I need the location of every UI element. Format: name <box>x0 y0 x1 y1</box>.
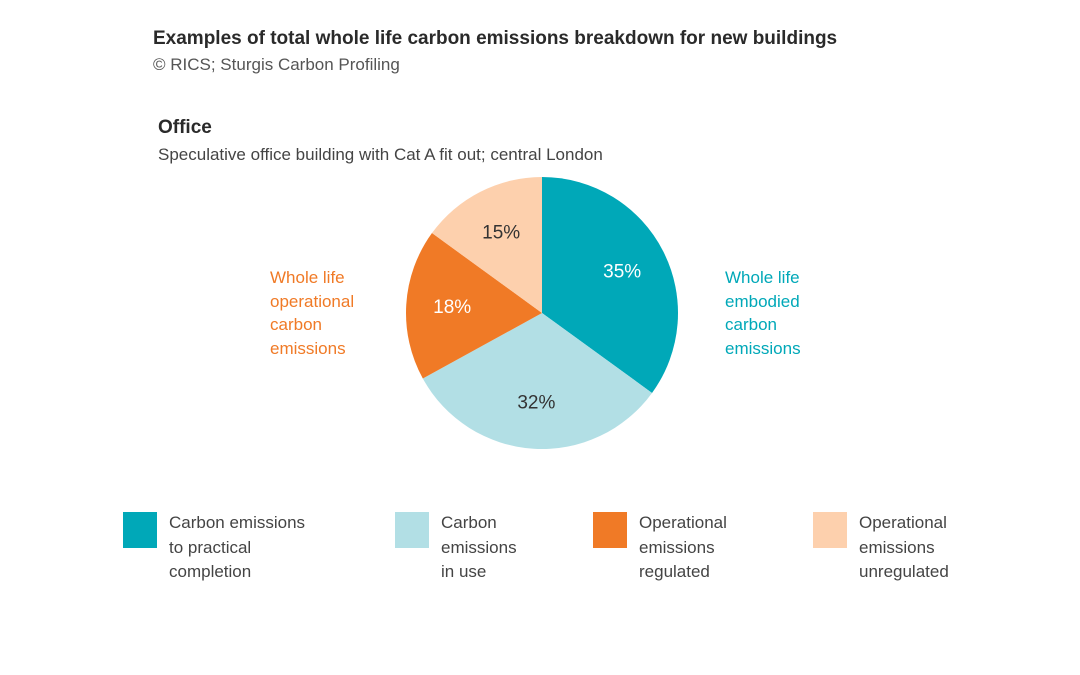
pie-slice-carbon-emissions-in-use <box>422 313 653 449</box>
pie-slice-carbon-emissions-to-practical-completion <box>542 177 678 393</box>
legend-line: regulated <box>639 562 710 581</box>
legend-line: completion <box>169 562 252 581</box>
group-label-line: operational <box>270 291 355 311</box>
legend-swatch <box>395 512 429 548</box>
legend-swatch <box>123 512 157 548</box>
group-label-embodied: Whole life embodied carbon emissions <box>725 266 801 360</box>
chart-title: Office <box>158 117 212 138</box>
legend-label: Operational emissions unregulated <box>859 511 949 585</box>
group-label-line: carbon <box>270 315 322 334</box>
pie-label-operational-emissions-regulated: 18% <box>433 297 471 318</box>
legend-label: Operational emissions regulated <box>639 511 727 585</box>
legend-line: Operational <box>859 513 947 532</box>
group-label-line: carbon <box>725 315 777 334</box>
legend-label: Carbon emissions to practical completion <box>169 511 305 585</box>
legend-line: in use <box>441 562 487 581</box>
legend-line: Carbon <box>441 513 497 532</box>
group-label-line: embodied <box>725 291 800 311</box>
source-credit: © RICS; Sturgis Carbon Profiling <box>153 55 400 74</box>
pie-slice-operational-emissions-regulated <box>406 233 542 379</box>
legend-line: emissions <box>441 537 517 557</box>
pie-label-carbon-emissions-in-use: 32% <box>517 392 555 413</box>
pie-slice-operational-emissions-unregulated <box>431 177 542 313</box>
chart-subtitle: Speculative office building with Cat A f… <box>158 145 603 164</box>
group-label-line: emissions <box>725 338 801 358</box>
legend-line: unregulated <box>859 562 949 581</box>
group-label-operational: Whole life operational carbon emissions <box>270 266 354 360</box>
page-title: Examples of total whole life carbon emis… <box>153 28 838 49</box>
group-label-line: emissions <box>270 338 346 358</box>
legend-line: Carbon emissions <box>169 513 306 532</box>
group-label-line: Whole life <box>270 268 345 287</box>
legend-label: Carbon emissions in use <box>441 511 517 585</box>
legend-line: Operational <box>639 513 727 532</box>
group-label-line: Whole life <box>725 268 800 287</box>
legend-line: emissions <box>859 537 935 557</box>
legend-line: emissions <box>639 537 715 557</box>
legend-swatch <box>813 512 847 548</box>
legend-swatch <box>593 512 627 548</box>
pie-label-operational-emissions-unregulated: 15% <box>482 222 520 243</box>
legend-line: to practical <box>169 537 252 557</box>
pie-label-carbon-emissions-to-practical-completion: 35% <box>603 262 641 283</box>
